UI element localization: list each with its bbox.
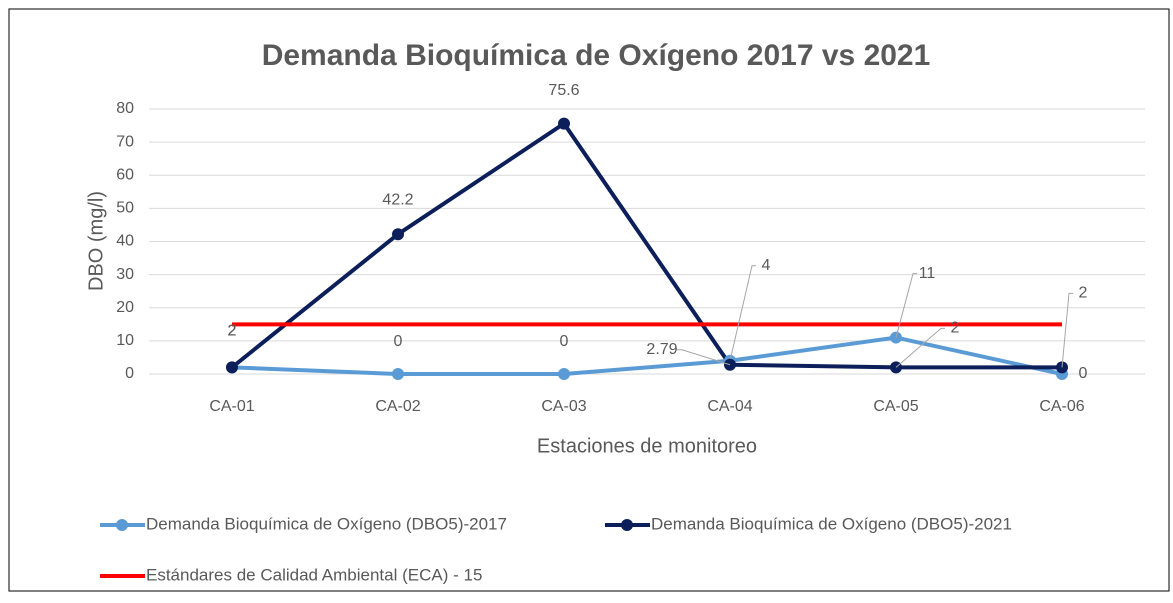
series-line <box>230 121 1062 370</box>
data-label: 2.79 <box>646 341 677 358</box>
y-tick-label: 70 <box>116 133 134 150</box>
legend-label: Demanda Bioquímica de Oxígeno (DBO5)-202… <box>651 514 1012 533</box>
leader-line <box>895 273 917 338</box>
y-tick-label: 60 <box>116 166 134 183</box>
legend-label: Demanda Bioquímica de Oxígeno (DBO5)-201… <box>146 514 507 533</box>
leader-line <box>729 265 756 361</box>
point <box>558 117 570 130</box>
y-tick-label: 0 <box>125 365 134 382</box>
x-axis-title: Estaciones de monitoreo <box>537 435 757 457</box>
x-tick-label: CA-03 <box>541 398 586 415</box>
data-label: 0 <box>394 333 403 350</box>
point <box>392 368 404 380</box>
chart-title: Demanda Bioquímica de Oxígeno 2017 vs 20… <box>262 39 931 72</box>
data-label: 2 <box>951 320 960 337</box>
data-label: 11 <box>919 265 936 282</box>
y-axis-title: DBO (mg/l) <box>85 191 107 291</box>
chart-border <box>8 8 1170 592</box>
legend-label: Estándares de Calidad Ambiental (ECA) - … <box>146 565 482 584</box>
data-label: 4 <box>762 257 771 274</box>
leader-line <box>1061 292 1073 368</box>
data-label: 2 <box>228 323 237 340</box>
data-label: 2 <box>1079 285 1088 302</box>
x-tick-label: CA-06 <box>1039 398 1084 415</box>
point <box>558 368 570 380</box>
y-tick-label: 20 <box>116 299 134 316</box>
legend-marker <box>116 519 128 531</box>
point <box>392 228 404 241</box>
y-tick-label: 30 <box>116 266 134 283</box>
data-label: 0 <box>1079 365 1088 382</box>
point <box>226 361 238 374</box>
data-label: 0 <box>560 333 569 350</box>
x-tick-label: CA-02 <box>375 398 420 415</box>
y-tick-label: 50 <box>116 200 134 217</box>
data-label: 75.6 <box>548 82 579 99</box>
y-tick-label: 80 <box>116 100 134 117</box>
y-tick-label: 40 <box>116 233 134 250</box>
y-tick-label: 10 <box>116 332 134 349</box>
leader-line <box>676 349 731 366</box>
x-tick-label: CA-05 <box>873 398 918 415</box>
data-label: 2 <box>228 323 237 340</box>
data-label: 42.2 <box>382 191 413 208</box>
x-tick-label: CA-01 <box>209 398 254 415</box>
leader-line <box>895 327 945 368</box>
legend-marker <box>621 519 633 531</box>
x-tick-label: CA-04 <box>707 398 752 415</box>
